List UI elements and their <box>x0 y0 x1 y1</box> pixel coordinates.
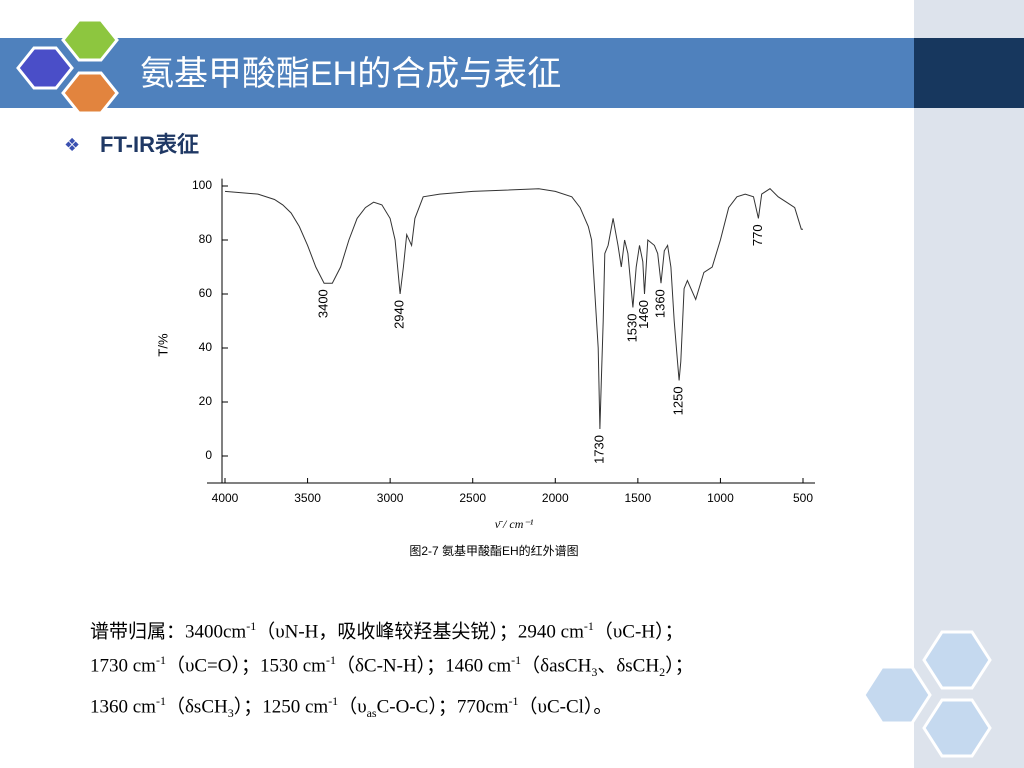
y-axis-label: T/% <box>155 333 170 357</box>
text-run: ）；1250 cm <box>233 696 329 718</box>
hexagons-bottom <box>862 630 992 758</box>
header-band <box>0 38 914 108</box>
text-run: （δsCH <box>165 696 228 718</box>
x-tick-label: 3500 <box>294 491 321 505</box>
assignment-line: 1360 cm-1（δsCH3）；1250 cm-1（υasC-O-C）；770… <box>90 687 920 728</box>
hex-light <box>862 665 932 725</box>
assignment-line: 谱带归属：3400cm-1（υN-H，吸收峰较羟基尖锐）；2940 cm-1（υ… <box>90 612 920 646</box>
text-run: （υC=O）；1530 cm <box>165 655 326 677</box>
peak-label: 2940 <box>391 300 406 329</box>
y-tick-label: 0 <box>205 448 212 462</box>
text-run: 、δsCH <box>597 655 660 677</box>
x-axis-label: ν̄ / cm⁻¹ <box>495 517 534 531</box>
peak-label: 1360 <box>652 289 667 318</box>
sup-run: -1 <box>511 653 522 668</box>
text-run: 谱带归属：3400cm <box>90 621 247 643</box>
sup-run: -1 <box>508 694 519 709</box>
sup-run: -1 <box>155 653 166 668</box>
text-run: ）； <box>665 655 694 677</box>
text-run: （υ <box>338 696 367 718</box>
text-run: （υC-H）； <box>593 621 684 643</box>
bullet-text: FT-IR表征 <box>100 132 199 157</box>
header-dark <box>914 38 1024 108</box>
hex-green <box>61 18 119 62</box>
y-tick-label: 100 <box>192 178 212 192</box>
x-tick-label: 3000 <box>377 491 404 505</box>
text-run: （δC-N-H）；1460 cm <box>335 655 512 677</box>
x-tick-label: 2500 <box>459 491 486 505</box>
slide-title: 氨基甲酸酯EH的合成与表征 <box>140 55 561 93</box>
text-run: （δasCH <box>521 655 592 677</box>
text-run: 1730 cm <box>90 655 156 677</box>
sub-run: 3 <box>227 706 234 721</box>
sub-run: as <box>366 706 377 721</box>
bullet-icon: ❖ <box>64 135 80 155</box>
peak-label: 1250 <box>671 386 686 415</box>
hexagons-top <box>16 18 119 115</box>
sup-run: -1 <box>246 619 257 633</box>
spectrum-line <box>224 188 803 430</box>
text-run: C-O-C）；770cm <box>376 696 509 718</box>
sup-run: -1 <box>155 694 166 709</box>
y-tick-label: 60 <box>199 286 213 300</box>
y-tick-label: 80 <box>199 232 213 246</box>
hex-light <box>922 698 992 758</box>
sub-run: 2 <box>659 665 666 680</box>
text-run: （υC-Cl）。 <box>518 696 613 718</box>
chart-caption: 图2-7 氨基甲酸酯EH的红外谱图 <box>409 543 578 558</box>
sup-run: -1 <box>583 619 594 633</box>
x-tick-label: 500 <box>793 491 813 505</box>
hex-blue <box>16 46 74 90</box>
hex-light <box>922 630 992 690</box>
assignment-line: 1730 cm-1（υC=O）；1530 cm-1（δC-N-H）；1460 c… <box>90 646 920 687</box>
sup-run: -1 <box>325 653 336 668</box>
text-run: （υN-H，吸收峰较羟基尖锐）；2940 cm <box>256 621 584 643</box>
sup-run: -1 <box>328 694 339 709</box>
text-run: 1360 cm <box>90 696 156 718</box>
hex-orange <box>61 71 119 115</box>
peak-label: 770 <box>750 224 765 246</box>
y-tick-label: 40 <box>199 340 213 354</box>
x-tick-label: 1000 <box>707 491 734 505</box>
y-tick-label: 20 <box>199 394 213 408</box>
sub-run: 3 <box>591 665 598 680</box>
x-tick-label: 4000 <box>212 491 239 505</box>
assignment-text: 谱带归属：3400cm-1（υN-H，吸收峰较羟基尖锐）；2940 cm-1（υ… <box>90 612 920 729</box>
peak-label: 3400 <box>316 289 331 318</box>
peak-label: 1530 <box>624 314 639 343</box>
peak-label: 1460 <box>636 300 651 329</box>
peak-label: 1730 <box>591 435 606 464</box>
x-tick-label: 1500 <box>625 491 652 505</box>
x-tick-label: 2000 <box>542 491 569 505</box>
